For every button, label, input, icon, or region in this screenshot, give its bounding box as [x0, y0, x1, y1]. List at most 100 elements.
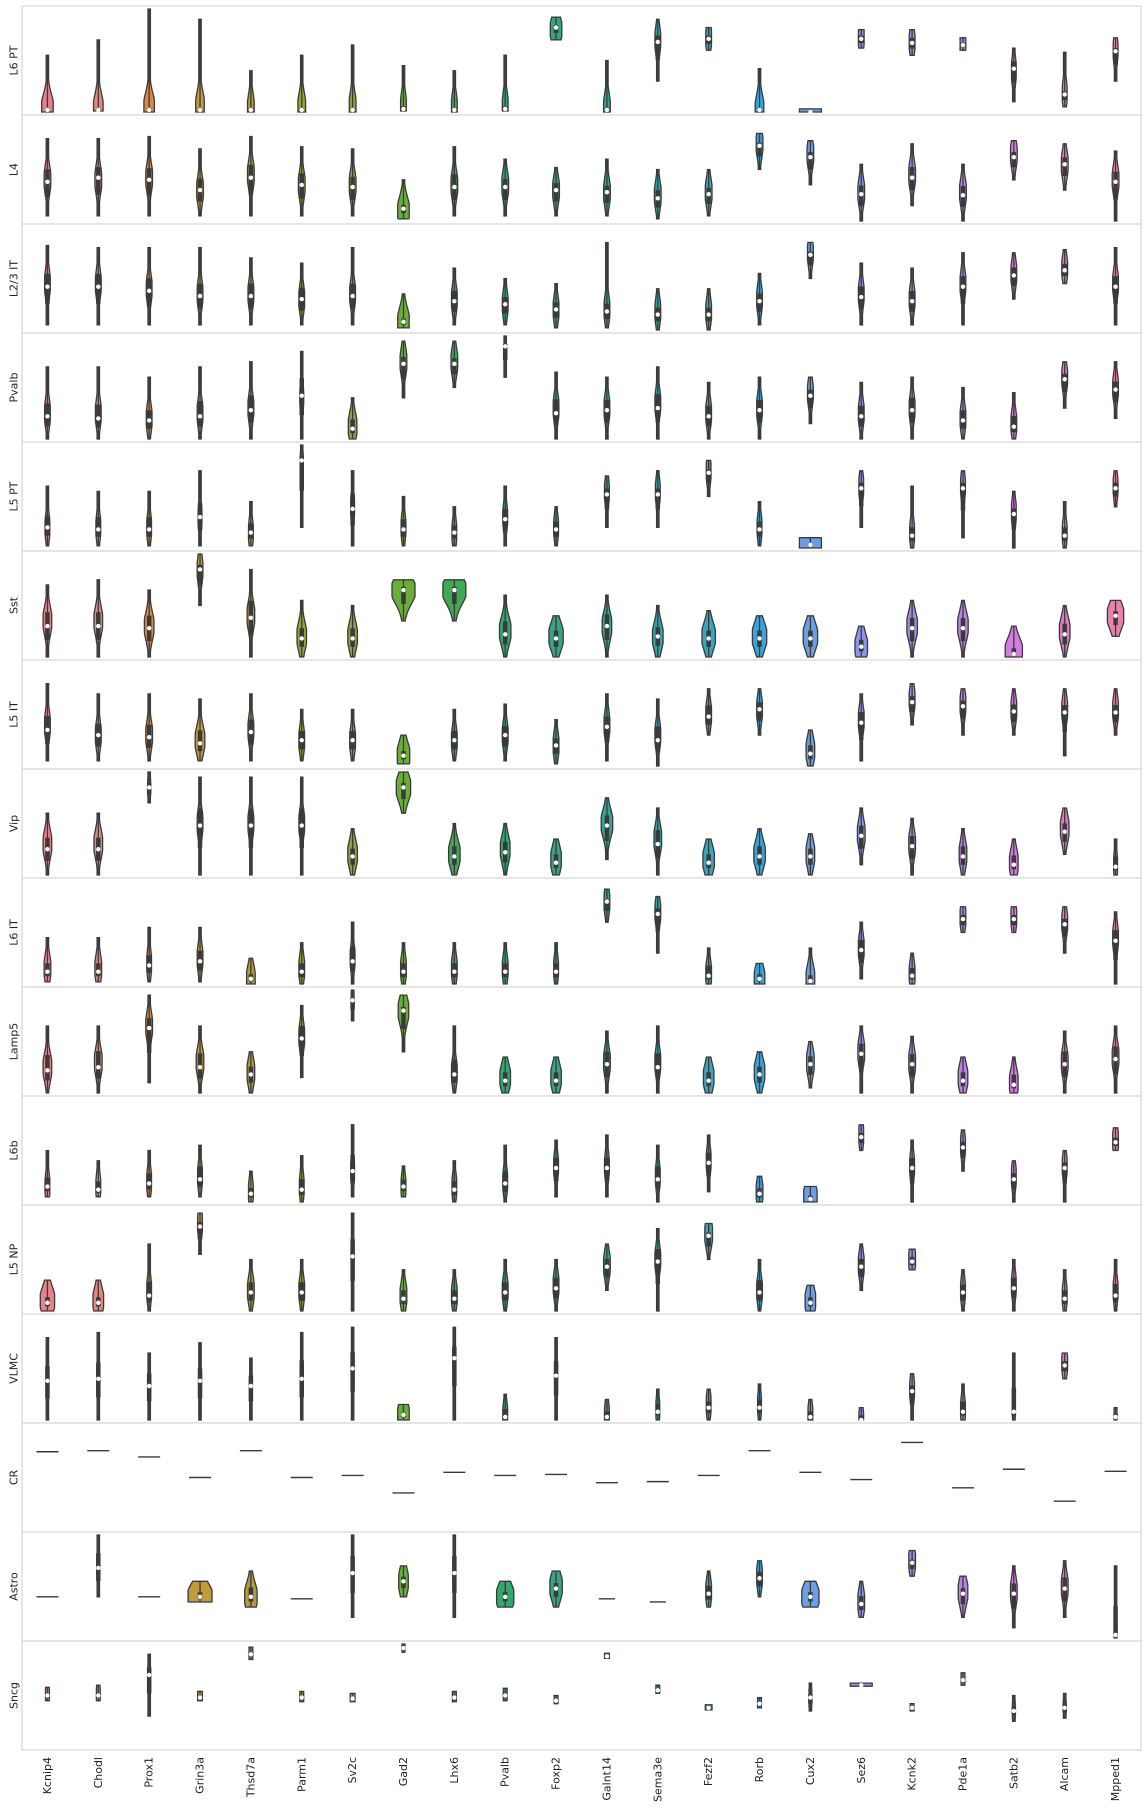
violin-median: [655, 634, 660, 639]
violin-median: [45, 847, 50, 852]
violin-median: [757, 1405, 762, 1410]
violin-median: [1062, 92, 1067, 97]
row-label: Pvalb: [8, 373, 21, 403]
violin-median: [96, 1065, 101, 1070]
violin-median: [757, 107, 762, 113]
violin-median: [45, 107, 50, 113]
violin-median: [655, 39, 660, 45]
violin-median: [553, 636, 559, 641]
violin-median: [452, 1072, 457, 1077]
violin-median: [553, 1165, 559, 1171]
gene-label: Kcnk2: [906, 1757, 919, 1791]
violin-median: [909, 699, 915, 705]
row-label: Sst: [8, 596, 21, 614]
violin-median: [452, 1187, 457, 1192]
violin-median: [1113, 710, 1118, 715]
violin-median: [706, 1405, 711, 1410]
violin-median: [960, 486, 966, 491]
violin-median: [452, 1296, 457, 1301]
violin-median: [553, 307, 559, 312]
violin-median: [808, 1594, 813, 1600]
violin-median: [960, 1145, 966, 1150]
violin-median: [1011, 424, 1017, 429]
violin-median: [960, 284, 966, 289]
violin-median: [706, 714, 711, 719]
violin-median: [146, 963, 152, 968]
violin-median: [909, 40, 915, 46]
violin-median: [299, 1376, 304, 1382]
violin-median: [655, 492, 660, 497]
violin-median: [604, 899, 610, 904]
violin-median: [350, 1254, 355, 1259]
violin-median: [655, 738, 660, 743]
violin-median: [909, 843, 915, 849]
violin-median: [960, 1591, 966, 1596]
violin-median: [350, 854, 355, 859]
violin-median: [1062, 632, 1067, 637]
violin-median: [1062, 922, 1067, 927]
violin-median: [146, 418, 152, 423]
violin-median: [706, 1591, 711, 1596]
violin-median: [1113, 1414, 1118, 1420]
violin-median: [197, 293, 203, 299]
violin-median: [553, 25, 559, 30]
violin-median: [655, 196, 660, 201]
violin-median: [503, 302, 508, 307]
violin-median: [706, 312, 711, 317]
grid-layer: [21, 5, 1142, 1751]
violin-median: [1113, 938, 1118, 943]
violin-median: [146, 177, 152, 182]
violin-median: [859, 644, 864, 649]
violin-median: [1113, 864, 1118, 869]
row-label: L5 NP: [8, 1243, 21, 1275]
violin-median: [452, 969, 457, 974]
violin-median: [706, 1233, 711, 1239]
violin-median: [350, 293, 355, 299]
violin-median: [859, 1134, 864, 1140]
violin-median: [1113, 1632, 1118, 1638]
violin-median: [299, 636, 304, 641]
violin-median: [553, 1373, 559, 1378]
violin-median: [299, 969, 304, 974]
violin-median: [960, 418, 966, 423]
violin-median: [503, 1693, 508, 1698]
gene-label: Cux2: [804, 1757, 817, 1785]
violin-median: [553, 411, 559, 416]
violin-median: [960, 1078, 966, 1083]
violin-median: [401, 206, 406, 211]
violin-median: [299, 1036, 304, 1041]
row-label: L6 IT: [8, 919, 21, 946]
gene-label: Pde1a: [956, 1757, 969, 1791]
violin-median: [553, 743, 559, 748]
violin-median: [859, 1683, 864, 1688]
violin-median: [808, 1300, 813, 1305]
violin-median: [1113, 486, 1118, 491]
gene-label: Foxp2: [550, 1757, 563, 1790]
row-label: VLMC: [8, 1353, 21, 1384]
violin-median: [757, 1191, 762, 1196]
violin-median: [960, 1677, 966, 1683]
violin-median: [1113, 1056, 1118, 1062]
violin-median: [503, 969, 508, 974]
violin-median: [655, 1409, 660, 1414]
violin-median: [96, 1693, 101, 1698]
violin-median: [401, 1412, 406, 1418]
gene-label: Gad2: [397, 1757, 410, 1786]
violin-median: [197, 1065, 203, 1070]
violin-median: [96, 416, 101, 421]
violin-median: [146, 1672, 152, 1678]
violin-median: [553, 969, 559, 974]
violin-median: [1011, 916, 1017, 922]
violin-median: [808, 252, 813, 258]
violin-median: [1011, 1082, 1017, 1087]
violin-median: [1062, 1061, 1067, 1067]
violin-median: [655, 1065, 660, 1070]
violin-median: [859, 486, 864, 491]
violin-median: [248, 1072, 254, 1077]
violin-median: [197, 1695, 203, 1700]
violin-median: [1062, 710, 1067, 715]
violin-median: [757, 707, 762, 712]
violin-median: [1062, 1165, 1067, 1171]
violin-median: [146, 1025, 152, 1031]
violin-median: [1062, 829, 1067, 834]
